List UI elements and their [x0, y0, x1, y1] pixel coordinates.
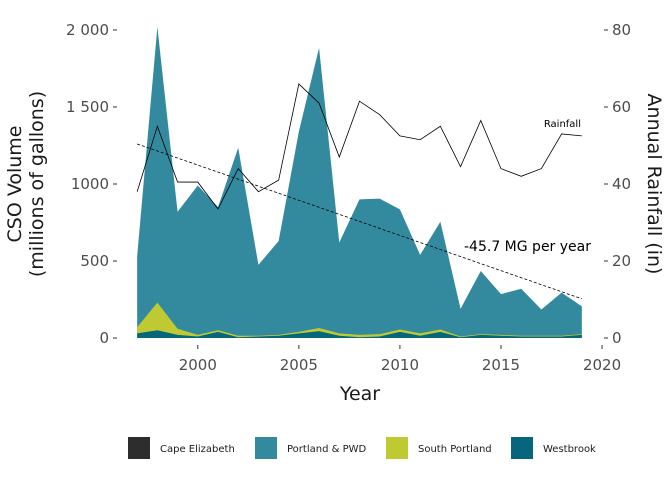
x-tick-label: 2005 — [280, 356, 318, 374]
trend-annotation: -45.7 MG per year — [464, 239, 591, 255]
area-westbrook — [137, 330, 582, 338]
legend-label-portland-pwd: Portland & PWD — [287, 444, 366, 455]
trend-layer — [137, 143, 582, 300]
legend-swatch-cape-elizabeth — [128, 437, 150, 459]
y-right-tick-label: 0 — [612, 329, 622, 347]
y-tick-label: 0 — [99, 329, 109, 347]
legend-label-cape-elizabeth: Cape Elizabeth — [160, 444, 235, 455]
rainfall-annotation: Rainfall — [544, 119, 581, 130]
stacked-area-layer — [137, 26, 582, 338]
rainfall-line — [136, 83, 582, 210]
rainfall-layer — [136, 83, 582, 210]
x-tick-label: 2000 — [179, 356, 217, 374]
x-axis-title: Year — [339, 383, 380, 405]
y-right-tick-label: 40 — [612, 175, 631, 193]
x-tick-label: 2015 — [482, 356, 520, 374]
legend-swatch-south-portland — [386, 437, 408, 459]
x-tick-label: 2020 — [583, 356, 621, 374]
legend-swatch-portland-pwd — [255, 437, 277, 459]
legend-label-westbrook: Westbrook — [543, 444, 596, 455]
legend-swatch-westbrook — [511, 437, 533, 459]
area-south-portland — [137, 302, 582, 338]
y-axis-title: CSO Volume(millions of gallons) — [4, 91, 48, 277]
y-right-tick-label: 80 — [612, 21, 631, 39]
legend-label-south-portland: South Portland — [418, 444, 492, 455]
y-axis-right-title: Annual Rainfall (in) — [643, 94, 665, 275]
trend-line — [137, 143, 582, 300]
y-tick-label: 500 — [80, 252, 109, 270]
y-tick-label: 1 500 — [66, 98, 109, 116]
area-portland-pwd — [137, 26, 582, 338]
y-tick-label: 2 000 — [66, 21, 109, 39]
y-tick-label: 1000 — [71, 175, 109, 193]
y-right-tick-label: 60 — [612, 98, 631, 116]
axes-layer: 0 500 1000 1 500 2 000 0 20 40 60 80 2000 2005 2010 2… — [66, 21, 631, 374]
y-right-tick-label: 20 — [612, 252, 631, 270]
legend: Cape Elizabeth Portland & PWD South Portla… — [128, 437, 596, 459]
x-tick-label: 2010 — [381, 356, 419, 374]
